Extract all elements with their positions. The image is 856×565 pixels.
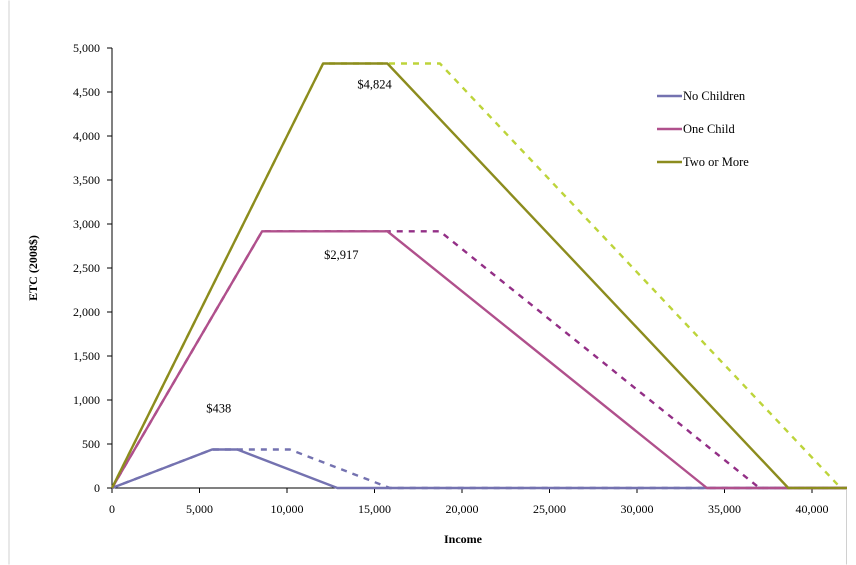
value-annotation: $438 xyxy=(206,401,231,415)
y-tick-label: 2,500 xyxy=(73,261,100,275)
x-tick-label: 15,000 xyxy=(358,502,391,516)
y-tick-label: 1,000 xyxy=(73,393,100,407)
x-tick-label: 30,000 xyxy=(621,502,654,516)
x-tick-label: 10,000 xyxy=(271,502,304,516)
y-axis-title: ETC (2008$) xyxy=(26,235,40,301)
x-tick-label: 35,000 xyxy=(708,502,741,516)
chart-frame xyxy=(8,0,847,565)
y-tick-label: 4,000 xyxy=(73,129,100,143)
annotation-layer: $4,824 $2,917 $438 xyxy=(206,77,392,415)
series-line-two-or-more xyxy=(110,62,847,490)
legend-label: Two or More xyxy=(683,155,749,169)
y-tick-label: 5,000 xyxy=(73,41,100,55)
y-tick-label: 2,000 xyxy=(73,305,100,319)
x-tick-label: 40,000 xyxy=(796,502,829,516)
y-tick-label: 1,500 xyxy=(73,349,100,363)
value-annotation: $4,824 xyxy=(357,77,392,91)
x-tick-label: 0 xyxy=(109,502,115,516)
y-tick-label: 500 xyxy=(82,437,100,451)
series-line-no-children xyxy=(111,448,847,490)
x-tick-label: 25,000 xyxy=(533,502,566,516)
y-tick-label: 3,500 xyxy=(73,173,100,187)
series-layer xyxy=(110,62,847,490)
value-annotation: $2,917 xyxy=(324,248,358,262)
y-tick-label: 0 xyxy=(94,481,100,495)
y-tick-label: 3,000 xyxy=(73,217,100,231)
legend-label: One Child xyxy=(683,122,735,136)
series-line-one-child xyxy=(110,230,847,490)
x-tick-label: 5,000 xyxy=(186,502,213,516)
legend: No Children One Child Two or More xyxy=(657,89,749,169)
y-tick-label: 4,500 xyxy=(73,85,100,99)
x-tick-label: 20,000 xyxy=(446,502,479,516)
y-axis-ticks: 0 500 1,000 1,500 2,000 2,500 3,000 3,500 4,000 4… xyxy=(73,41,112,495)
x-axis-ticks: 0 5,000 10,000 15,000 20,000 25,000 30,000 35,0… xyxy=(109,488,829,516)
series-line-dashed-5 xyxy=(110,62,847,490)
legend-label: No Children xyxy=(683,89,746,103)
x-axis-title: Income xyxy=(444,532,483,546)
